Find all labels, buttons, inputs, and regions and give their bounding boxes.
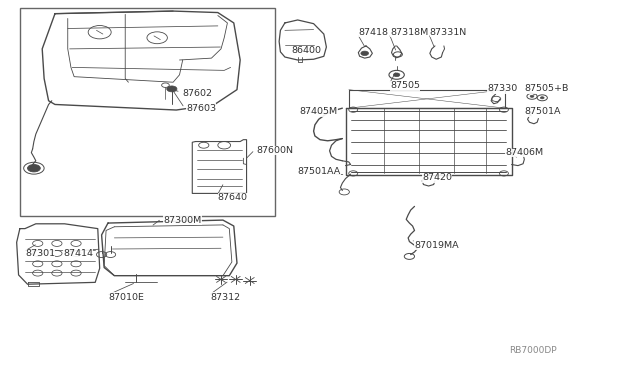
Text: 87501AA: 87501AA — [298, 167, 341, 176]
Text: 87501A: 87501A — [524, 108, 561, 116]
Text: 87603: 87603 — [186, 104, 216, 113]
Text: 87330: 87330 — [487, 84, 518, 93]
Text: 87301: 87301 — [25, 249, 55, 258]
Text: 87420: 87420 — [422, 173, 452, 182]
Text: 86400: 86400 — [291, 46, 321, 55]
Circle shape — [394, 73, 400, 77]
Text: 87602: 87602 — [182, 89, 212, 98]
Text: 87331N: 87331N — [430, 28, 467, 37]
Text: 87300M: 87300M — [164, 216, 202, 225]
Circle shape — [540, 97, 544, 99]
Text: 87010E: 87010E — [108, 293, 144, 302]
Circle shape — [530, 95, 534, 97]
Text: 87318M: 87318M — [390, 28, 429, 37]
Text: 87418: 87418 — [358, 28, 388, 37]
Text: 87505: 87505 — [390, 81, 420, 90]
Text: 87405M: 87405M — [300, 108, 338, 116]
Circle shape — [28, 164, 40, 172]
Text: 87505+B: 87505+B — [524, 84, 569, 93]
Text: RB7000DP: RB7000DP — [509, 346, 556, 355]
Text: 87600N: 87600N — [256, 146, 293, 155]
Text: 87019MA: 87019MA — [415, 241, 459, 250]
Circle shape — [361, 51, 369, 55]
Circle shape — [167, 86, 177, 92]
Text: 87406M: 87406M — [505, 148, 543, 157]
Bar — [20, 8, 275, 216]
Text: 87312: 87312 — [210, 293, 240, 302]
Text: 87640: 87640 — [218, 193, 248, 202]
Text: 87414: 87414 — [63, 249, 93, 258]
